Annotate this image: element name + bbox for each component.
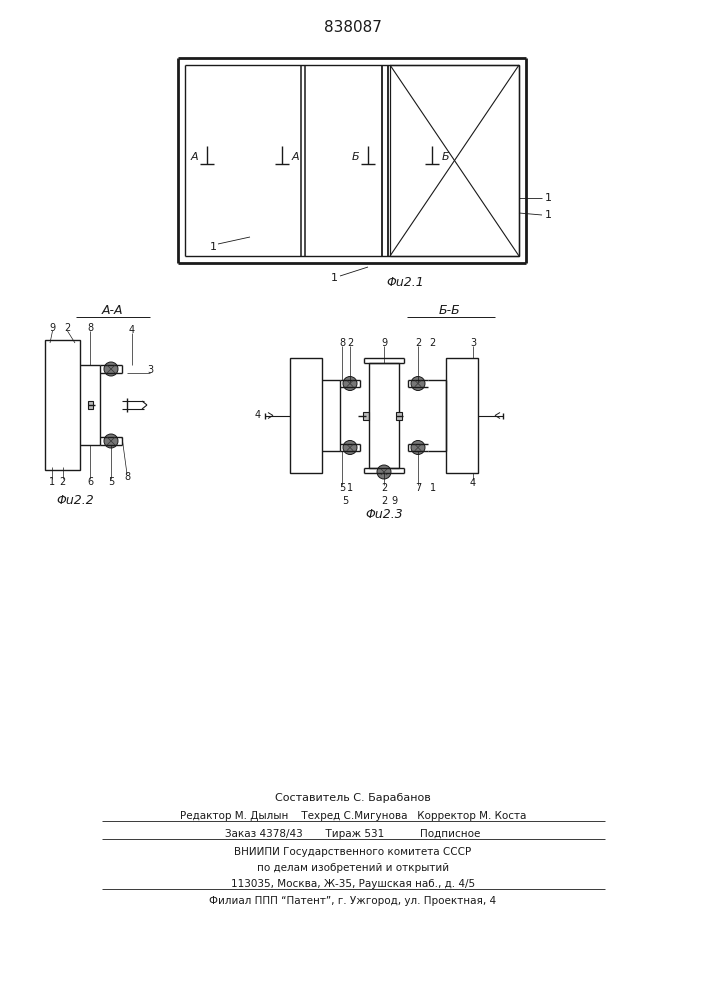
Circle shape <box>104 434 118 448</box>
Text: A-A: A-A <box>101 304 123 316</box>
Text: 9: 9 <box>49 323 56 333</box>
Text: 4: 4 <box>255 410 261 420</box>
Text: 3: 3 <box>147 365 153 375</box>
Text: 8: 8 <box>87 323 93 333</box>
Text: 1: 1 <box>49 477 55 487</box>
Circle shape <box>411 440 425 454</box>
Text: A: A <box>190 152 198 162</box>
Circle shape <box>104 362 118 376</box>
Text: Составитель С. Барабанов: Составитель С. Барабанов <box>275 793 431 803</box>
Text: 4: 4 <box>470 478 476 488</box>
Text: 8: 8 <box>339 338 345 348</box>
Text: 5: 5 <box>108 477 114 487</box>
Text: 2: 2 <box>415 338 421 348</box>
Text: 5: 5 <box>339 483 345 493</box>
Text: Редактор М. Дылын    Техред С.Мигунова   Корректор М. Коста: Редактор М. Дылын Техред С.Мигунова Корр… <box>180 811 526 821</box>
Circle shape <box>343 440 357 454</box>
Text: 2: 2 <box>64 323 71 333</box>
Circle shape <box>411 376 425 390</box>
Text: 1: 1 <box>209 242 216 252</box>
Text: ВНИИПИ Государственного комитета СССР: ВНИИПИ Государственного комитета СССР <box>235 847 472 857</box>
Bar <box>88 401 93 409</box>
Text: Б: Б <box>351 152 359 162</box>
Text: Заказ 4378/43       Тираж 531           Подписное: Заказ 4378/43 Тираж 531 Подписное <box>226 829 481 839</box>
Text: 2: 2 <box>429 338 435 348</box>
Text: 838087: 838087 <box>324 20 382 35</box>
Text: 2: 2 <box>59 477 66 487</box>
Text: 4: 4 <box>129 325 135 335</box>
Text: по делам изобретений и открытий: по делам изобретений и открытий <box>257 863 449 873</box>
Bar <box>396 412 402 420</box>
Text: 1: 1 <box>430 483 436 493</box>
Text: 2: 2 <box>381 483 387 493</box>
Bar <box>363 412 369 420</box>
Text: 113035, Москва, Ж-35, Раушская наб., д. 4/5: 113035, Москва, Ж-35, Раушская наб., д. … <box>231 879 475 889</box>
Text: Φu2.2: Φu2.2 <box>56 493 94 506</box>
Text: Филиал ППП “Патент”, г. Ужгород, ул. Проектная, 4: Филиал ППП “Патент”, г. Ужгород, ул. Про… <box>209 896 496 906</box>
Text: 7: 7 <box>415 483 421 493</box>
Text: 1: 1 <box>330 273 337 283</box>
Text: Φu2.1: Φu2.1 <box>386 276 424 290</box>
Text: 2: 2 <box>347 338 353 348</box>
Text: 1: 1 <box>544 210 551 220</box>
Bar <box>369 363 399 468</box>
Text: 1: 1 <box>544 193 551 203</box>
Text: 9: 9 <box>381 338 387 348</box>
Text: Б-Б: Б-Б <box>439 304 461 316</box>
Text: 5: 5 <box>342 496 348 506</box>
Circle shape <box>377 465 391 479</box>
Text: 3: 3 <box>470 338 476 348</box>
Circle shape <box>343 376 357 390</box>
Bar <box>390 65 519 256</box>
Text: 2: 2 <box>381 496 387 506</box>
Text: 6: 6 <box>87 477 93 487</box>
Text: 8: 8 <box>124 472 130 482</box>
Text: Б: Б <box>441 152 449 162</box>
Bar <box>290 358 322 473</box>
Bar <box>45 340 80 470</box>
Bar <box>446 358 478 473</box>
Text: A: A <box>291 152 299 162</box>
Text: 9: 9 <box>391 496 397 506</box>
Text: Φu2.3: Φu2.3 <box>365 508 403 522</box>
Text: 1: 1 <box>347 483 353 493</box>
